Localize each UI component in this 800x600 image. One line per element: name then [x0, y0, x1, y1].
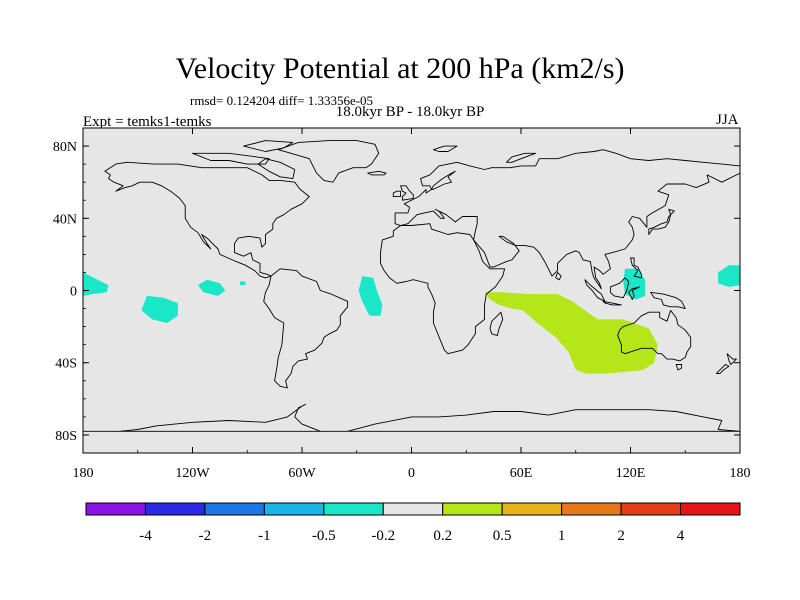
coastline-greenland: [277, 140, 380, 183]
lat-tick-label: 40N: [53, 212, 77, 227]
coastline-new-guinea: [650, 291, 686, 310]
colorbar-label: 2: [617, 528, 625, 544]
coastline-new-zealand-south: [715, 364, 730, 375]
coastline-eurasia: [394, 149, 741, 290]
coastline-borneo: [609, 277, 630, 299]
coastline-ireland: [392, 190, 402, 198]
anomaly-indian-ocean: [484, 292, 658, 374]
lon-tick-label: 120W: [175, 466, 210, 481]
colorbar-swatch: [204, 502, 265, 516]
colorbar-swatch: [501, 502, 563, 516]
colorbar-label: 0.5: [493, 528, 512, 544]
coastline-antarctica: [82, 403, 741, 432]
colorbar-label: -4: [139, 528, 152, 544]
coastline-layer: [82, 140, 741, 432]
coastline-japan: [648, 208, 675, 235]
axis-layer: 80N 40N 0 40S 80S 180 120W 60W 0 60E 120E 180: [53, 128, 751, 481]
colorbar-swatch: [620, 502, 682, 516]
colorbar-swatch: [680, 502, 741, 516]
coastline-madagascar: [489, 311, 504, 337]
colorbar-label: 0.2: [433, 528, 452, 544]
lon-tick-label: 180: [730, 466, 751, 481]
lat-tick-label: 0: [70, 285, 77, 300]
map-title: Velocity Potential at 200 hPa (km2/s): [175, 52, 625, 85]
colorbar-swatch: [144, 502, 206, 516]
colorbar-label: -0.2: [371, 528, 395, 544]
lon-tick-label: 60E: [510, 466, 533, 481]
coastline-sri-lanka: [555, 271, 562, 281]
coastline-new-zealand-north: [726, 353, 737, 365]
colorbar-swatch: [382, 502, 444, 516]
lon-tick-label: 180: [73, 466, 94, 481]
coastline-great-britain: [400, 185, 414, 201]
colorbar-label: 1: [558, 528, 566, 544]
colorbar-swatch: [263, 502, 325, 516]
coastline-scandinavia-baltic: [431, 170, 456, 190]
coastline-baffin-island: [257, 158, 296, 180]
anomaly-western-pacific: [718, 265, 740, 287]
coastline-north-america: [104, 161, 310, 279]
coastline-tasmania: [675, 364, 683, 371]
stats-line: rmsd= 0.124204 diff= 1.33356e-05: [190, 93, 374, 108]
season-label: JJA: [716, 112, 739, 128]
period-label: 18.0kyr BP - 18.0kyr BP: [335, 104, 485, 120]
colorbar: -4 -2 -1 -0.5 -0.2 0.2 0.5 1 2 4: [85, 502, 741, 544]
colorbar-swatch: [442, 502, 503, 516]
coastline-iceland: [367, 170, 387, 176]
colorbar-swatch: [561, 502, 622, 516]
colorbar-swatch: [323, 502, 384, 516]
colorbar-swatch: [85, 502, 146, 516]
anomaly-central-pacific-west: [83, 272, 109, 296]
experiment-label: Expt = temks1-temks: [83, 114, 212, 130]
coastline-sumatra: [584, 279, 606, 302]
lat-tick-label: 80N: [53, 140, 77, 155]
colorbar-label: -2: [199, 528, 212, 544]
coastline-arctic-islands: [192, 152, 270, 165]
coastline-africa: [380, 223, 506, 355]
coastline-novaya-zemlya: [505, 152, 537, 163]
coastline-ellesmere-island: [243, 140, 294, 152]
coastline-svalbard: [432, 145, 458, 152]
lon-tick-label: 120E: [616, 466, 646, 481]
lat-tick-label: 40S: [55, 357, 77, 372]
anomaly-east-pacific-small: [198, 279, 226, 296]
lon-tick-label: 60W: [288, 466, 316, 481]
coastline-java: [602, 300, 622, 306]
coastline-philippines: [630, 257, 642, 279]
coastline-australia: [617, 309, 692, 362]
lon-tick-label: 0: [408, 466, 415, 481]
lat-tick-label: 80S: [55, 429, 77, 444]
colorbar-label: -0.5: [312, 528, 336, 544]
coastline-sulawesi: [628, 286, 641, 300]
colorbar-label: -1: [258, 528, 271, 544]
anomaly-layer: [83, 265, 740, 374]
anomaly-pacific-east: [141, 295, 178, 323]
colorbar-label: 4: [677, 528, 685, 544]
coastline-south-america: [263, 268, 349, 389]
anomaly-equatorial-atlantic: [358, 276, 383, 316]
anomaly-east-pacific-dot: [240, 281, 246, 286]
